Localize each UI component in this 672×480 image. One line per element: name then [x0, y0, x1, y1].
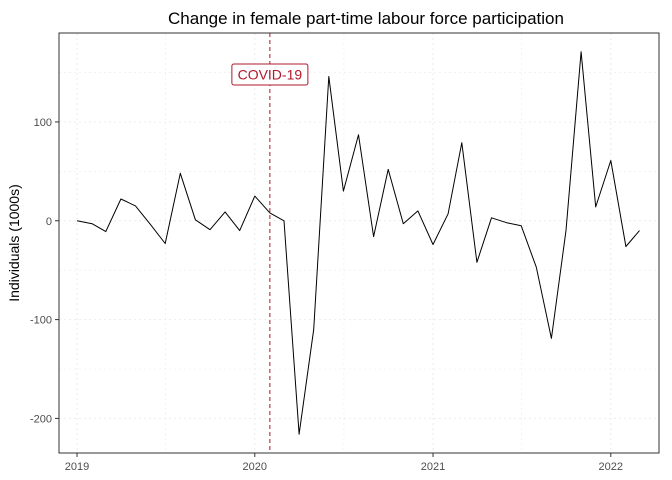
y-tick-label: 100: [34, 117, 52, 129]
covid-label: COVID-19: [238, 67, 303, 83]
x-tick-label: 2019: [65, 461, 89, 473]
series-line: [76, 51, 640, 435]
y-tick-label: -200: [30, 413, 52, 425]
gridlines: [59, 33, 659, 453]
x-tick-label: 2021: [421, 461, 445, 473]
y-tick-label: -100: [30, 315, 52, 327]
chart-title: Change in female part-time labour force …: [168, 9, 564, 28]
x-tick-label: 2020: [243, 461, 267, 473]
y-axis-label: Individuals (1000s): [6, 184, 22, 302]
y-tick-label: 0: [46, 216, 52, 228]
covid-label-box: [231, 63, 309, 86]
annotations: COVID-19: [231, 33, 309, 453]
x-tick-label: 2022: [599, 461, 623, 473]
plot-panel: [58, 32, 660, 454]
series-layer: [76, 51, 640, 435]
ticks: -200 -100 0 100 2019 2020 2021 2022: [30, 117, 623, 473]
